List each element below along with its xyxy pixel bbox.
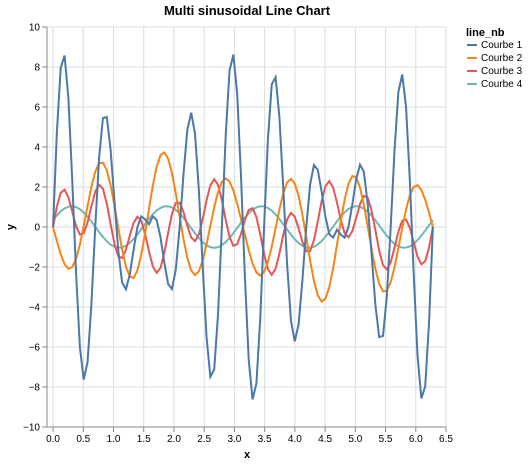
x-tick-label: 3.5 <box>258 434 272 445</box>
y-tick-label: 0 <box>34 223 40 234</box>
y-tick-label: −4 <box>29 303 41 314</box>
legend: line_nb Courbe 1 Courbe 2 Courbe 3 Courbe 4 <box>466 27 523 90</box>
x-tick-label: 4.0 <box>288 434 302 445</box>
y-tick-label: 8 <box>34 63 40 74</box>
series-line-1 <box>52 54 434 400</box>
x-tick-label: 2.5 <box>197 434 211 445</box>
axes: 0.0 0.5 1.0 1.5 2.0 2.5 3.0 3.5 4.0 4.5 5.0 5.5 6.0 6… <box>23 23 453 446</box>
x-tick-label: 0.5 <box>76 434 90 445</box>
x-tick-label: 1.5 <box>137 434 151 445</box>
grid <box>47 26 447 428</box>
x-tick-label: 2.0 <box>167 434 181 445</box>
y-tick-label: 4 <box>34 143 40 154</box>
y-tick-label: 6 <box>34 103 40 114</box>
legend-title: line_nb <box>466 27 505 39</box>
x-tick-label: 1.0 <box>107 434 121 445</box>
legend-label: Courbe 4 <box>481 79 523 90</box>
x-tick-label: 6.5 <box>439 434 453 445</box>
y-tick-label: 10 <box>29 23 41 34</box>
x-tick-label: 5.5 <box>379 434 393 445</box>
legend-label: Courbe 1 <box>481 40 523 51</box>
series-layer <box>52 54 434 400</box>
legend-label: Courbe 2 <box>481 53 523 64</box>
y-tick-label: −10 <box>23 423 40 434</box>
chart-title: Multi sinusoidal Line Chart <box>164 3 331 18</box>
x-tick-label: 0.0 <box>46 434 60 445</box>
x-axis-title: x <box>244 449 251 461</box>
x-tick-label: 4.5 <box>318 434 332 445</box>
x-tick-label: 3.0 <box>227 434 241 445</box>
y-axis-title: y <box>5 223 17 230</box>
y-tick-label: −8 <box>29 383 41 394</box>
y-tick-label: 2 <box>34 183 40 194</box>
y-tick-label: −2 <box>29 263 41 274</box>
y-tick-label: −6 <box>29 343 41 354</box>
x-tick-label: 6.0 <box>409 434 423 445</box>
x-tick-label: 5.0 <box>348 434 362 445</box>
legend-label: Courbe 3 <box>481 66 523 77</box>
